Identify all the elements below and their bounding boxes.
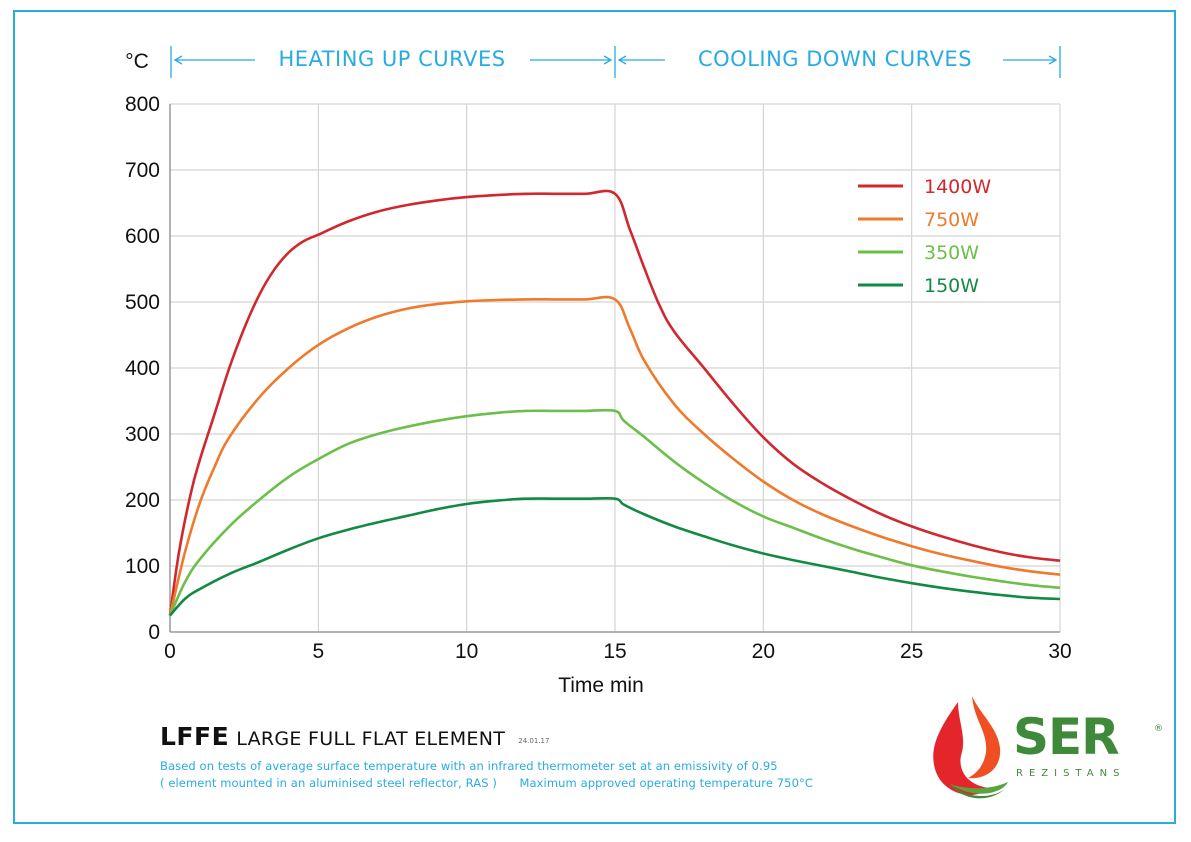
y-tick-label: 0 — [148, 621, 160, 644]
brand-registered-mark: ® — [1154, 724, 1163, 734]
brand-name: SER — [1013, 708, 1120, 766]
y-tick-label: 700 — [125, 159, 160, 182]
y-unit-label: °C — [125, 50, 149, 73]
series-line-150W — [169, 496, 1061, 617]
x-tick-label: 0 — [164, 640, 176, 663]
page-frame — [13, 10, 1176, 824]
product-title: LFFE LARGE FULL FLAT ELEMENT 24.01.17 — [160, 722, 549, 751]
x-tick-label: 20 — [752, 640, 775, 663]
series-line-1400W — [168, 189, 1061, 616]
x-axis-label: Time min — [558, 674, 644, 697]
series-line-750W — [168, 295, 1061, 616]
product-name: LARGE FULL FLAT ELEMENT — [236, 728, 506, 750]
product-code: LFFE — [160, 722, 230, 751]
header-arrows — [170, 46, 1061, 78]
mounting-note: ( element mounted in an aluminised steel… — [160, 776, 813, 790]
y-tick-label: 400 — [125, 357, 160, 380]
test-note: Based on tests of average surface temper… — [160, 759, 778, 773]
series-line-350W — [168, 408, 1061, 617]
cooling-curves-label: COOLING DOWN CURVES — [698, 47, 972, 71]
curves-header: °C HEATING UP CURVES COOLING DOWN CURVES — [125, 46, 1061, 78]
product-date: 24.01.17 — [518, 736, 550, 745]
chart-grid — [170, 103, 1061, 632]
chart-series — [168, 189, 1061, 617]
x-tick-label: 30 — [1048, 640, 1071, 663]
y-tick-label: 500 — [125, 291, 160, 314]
y-tick-label: 100 — [125, 555, 160, 578]
x-tick-label: 25 — [900, 640, 923, 663]
legend-label: 1400W — [924, 176, 991, 198]
y-tick-label: 600 — [125, 225, 160, 248]
legend-label: 750W — [924, 209, 979, 231]
y-tick-label: 800 — [125, 93, 160, 116]
flame-icon — [933, 696, 1008, 799]
legend-label: 150W — [924, 275, 979, 297]
x-tick-label: 15 — [603, 640, 626, 663]
y-tick-label: 300 — [125, 423, 160, 446]
heating-curves-label: HEATING UP CURVES — [278, 47, 505, 71]
x-tick-label: 5 — [312, 640, 324, 663]
brand-subtitle: REZISTANS — [1016, 768, 1126, 779]
chart-axes: 0 100 200 300 400 500 600 700 800 0 5 10 15 20 25 30 — [125, 93, 1072, 663]
chart-legend: 1400W 750W 350W 150W — [858, 176, 991, 297]
y-tick-label: 200 — [125, 489, 160, 512]
legend-label: 350W — [924, 242, 979, 264]
x-tick-label: 10 — [455, 640, 478, 663]
